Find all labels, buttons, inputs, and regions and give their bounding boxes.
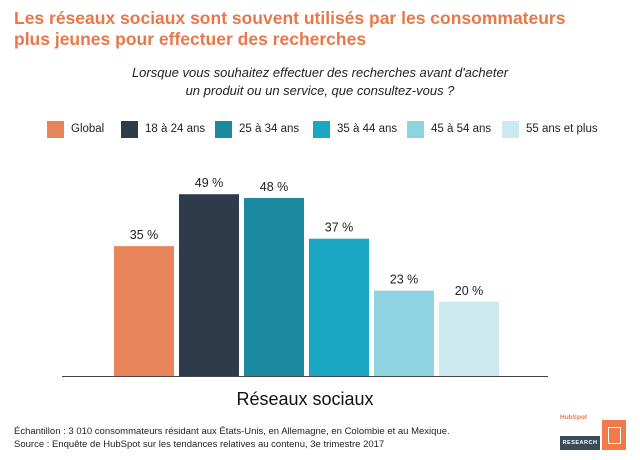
- legend-label: 55 ans et plus: [526, 123, 598, 135]
- category-label: Réseaux sociaux: [236, 389, 373, 409]
- legend-swatch: [215, 120, 232, 138]
- bar-value-label-4: 23 %: [390, 273, 419, 287]
- legend-swatch: [407, 120, 424, 138]
- subtitle-line-1: Lorsque vous souhaitez effectuer des rec…: [131, 65, 509, 80]
- bar-5: [439, 301, 499, 376]
- legend-label: 35 à 44 ans: [337, 123, 398, 135]
- logo-brand: HubSpot: [560, 414, 588, 421]
- legend-item-35-44: 35 à 44 ans: [313, 120, 397, 138]
- chart-legend: Global 18 à 24 ans 25 à 34 ans 35 à 44 a…: [0, 120, 640, 138]
- title-line-2: plus jeunes pour effectuer des recherche…: [14, 29, 367, 49]
- bar-1: [179, 194, 239, 376]
- bar-4: [374, 290, 434, 376]
- bar-value-label-1: 49 %: [195, 176, 224, 190]
- legend-item-global: Global: [47, 120, 104, 138]
- bar-value-label-3: 37 %: [325, 221, 354, 235]
- legend-item-25-34: 25 à 34 ans: [215, 120, 299, 138]
- legend-label: 18 à 24 ans: [145, 123, 206, 135]
- chart-title: Les réseaux sociaux sont souvent utilisé…: [14, 8, 614, 50]
- title-line-1: Les réseaux sociaux sont souvent utilisé…: [14, 8, 566, 28]
- bar-value-label-5: 20 %: [455, 284, 484, 298]
- footnote-source: Source : Enquête de HubSpot sur les tend…: [14, 439, 385, 450]
- legend-label: Global: [71, 123, 105, 135]
- footnote: Échantillon : 3 010 consommateurs résida…: [14, 425, 450, 451]
- bar-3: [309, 238, 369, 376]
- legend-swatch: [121, 120, 138, 138]
- legend-swatch: [47, 120, 64, 138]
- legend-item-45-54: 45 à 54 ans: [407, 120, 491, 138]
- hubspot-research-logo: HubSpot RESEARCH: [560, 412, 628, 452]
- legend-swatch: [502, 120, 519, 138]
- legend-item-18-24: 18 à 24 ans: [121, 120, 205, 138]
- footnote-sample: Échantillon : 3 010 consommateurs résida…: [14, 426, 450, 437]
- legend-label: 45 à 54 ans: [431, 123, 492, 135]
- bar-chart: 35 % 49 % 48 % 37 % 23 % 20 % Réseaux sociaux: [62, 176, 548, 409]
- logo-subtitle: RESEARCH: [560, 436, 600, 450]
- bar-0: [114, 246, 174, 376]
- chart-subtitle: Lorsque vous souhaitez effectuer des rec…: [60, 64, 580, 100]
- legend-swatch: [313, 120, 330, 138]
- subtitle-line-2: un produit ou un service, que consultez-…: [185, 83, 455, 98]
- legend-label: 25 à 34 ans: [239, 123, 300, 135]
- report-icon: [602, 420, 626, 450]
- bar-2: [244, 197, 304, 376]
- bar-value-label-0: 35 %: [130, 228, 159, 242]
- legend-item-55-plus: 55 ans et plus: [502, 120, 598, 138]
- bar-value-label-2: 48 %: [260, 180, 289, 194]
